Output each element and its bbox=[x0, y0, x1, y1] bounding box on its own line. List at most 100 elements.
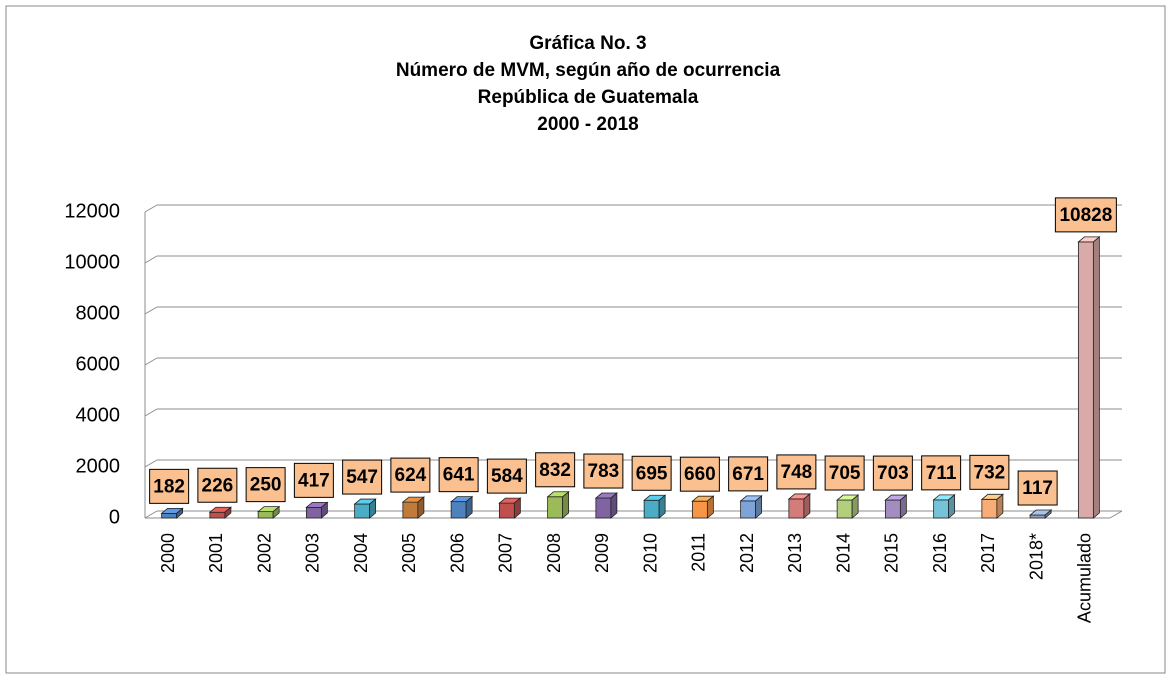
x-tick-label: 2002 bbox=[254, 533, 274, 573]
value-label-box bbox=[872, 455, 913, 491]
grid-line bbox=[144, 459, 158, 468]
value-label: 10828 bbox=[1059, 205, 1112, 226]
value-label-box bbox=[197, 467, 238, 503]
bar-side bbox=[899, 494, 907, 519]
x-tick-label: 2006 bbox=[447, 533, 467, 573]
value-label: 783 bbox=[588, 461, 620, 482]
value-label-box bbox=[438, 457, 479, 493]
value-label-box bbox=[293, 462, 334, 498]
value-label-box bbox=[149, 468, 190, 504]
value-label: 748 bbox=[781, 462, 813, 483]
x-tick-label: 2004 bbox=[351, 533, 371, 573]
grid-line bbox=[144, 510, 158, 519]
bar bbox=[643, 499, 660, 519]
value-label: 417 bbox=[298, 470, 330, 491]
x-tick-label: Acumulado bbox=[1075, 533, 1095, 623]
x-tick-label: 2012 bbox=[737, 533, 757, 573]
grid-line bbox=[144, 255, 158, 264]
bar-side bbox=[513, 497, 521, 519]
bar-side bbox=[224, 506, 232, 519]
chart-border bbox=[5, 5, 1166, 674]
value-label-box bbox=[1017, 470, 1058, 506]
bar-side bbox=[1044, 509, 1052, 519]
bar-side bbox=[176, 507, 184, 519]
x-tick-label: 2010 bbox=[640, 533, 660, 573]
value-label: 584 bbox=[491, 466, 523, 487]
value-label: 671 bbox=[732, 464, 764, 485]
x-tick-label: 2005 bbox=[399, 533, 419, 573]
value-label: 226 bbox=[202, 475, 234, 496]
bar bbox=[547, 496, 564, 519]
bar bbox=[1029, 514, 1046, 519]
bar bbox=[691, 500, 708, 519]
bar bbox=[884, 499, 901, 519]
bar-side bbox=[755, 495, 763, 519]
value-label-box bbox=[921, 455, 962, 491]
value-label-box bbox=[824, 455, 865, 491]
bar-side bbox=[417, 496, 425, 519]
value-label-box bbox=[1054, 197, 1117, 233]
x-tick-label: 2011 bbox=[689, 533, 709, 572]
bar-side bbox=[562, 490, 570, 519]
value-label-box bbox=[535, 452, 576, 488]
x-tick-label: 2014 bbox=[833, 533, 853, 573]
bar-side bbox=[706, 495, 714, 519]
chart-title: Número de MVM, según año de ocurrencia bbox=[396, 60, 781, 81]
value-label-box bbox=[679, 456, 720, 492]
bar bbox=[450, 501, 467, 519]
chart-title: Gráfica No. 3 bbox=[529, 33, 646, 54]
value-label-box bbox=[776, 454, 817, 490]
bar bbox=[933, 499, 950, 519]
chart-title: 2000 - 2018 bbox=[537, 114, 638, 135]
bar bbox=[209, 511, 226, 519]
x-tick-label: 2018* bbox=[1026, 533, 1046, 580]
value-label-box bbox=[728, 456, 769, 492]
bar bbox=[595, 497, 612, 519]
value-label-box bbox=[390, 457, 431, 493]
value-label: 703 bbox=[877, 463, 909, 484]
bar-side bbox=[1092, 236, 1100, 519]
x-tick-label: 2015 bbox=[882, 533, 902, 573]
bar-side bbox=[272, 505, 280, 519]
bar bbox=[1077, 241, 1094, 519]
bar bbox=[836, 499, 853, 519]
chart-title: República de Guatemala bbox=[478, 87, 699, 108]
y-tick-label: 6000 bbox=[76, 353, 121, 375]
bar-side bbox=[320, 501, 328, 519]
value-label: 660 bbox=[684, 464, 716, 485]
bar bbox=[402, 501, 419, 519]
value-label: 547 bbox=[346, 467, 378, 488]
bar-side bbox=[851, 494, 859, 519]
value-label: 705 bbox=[829, 463, 861, 484]
value-label: 117 bbox=[1022, 478, 1053, 499]
bar bbox=[161, 512, 178, 519]
value-label: 732 bbox=[974, 462, 1006, 483]
value-label-box bbox=[245, 467, 286, 503]
bar-side bbox=[658, 494, 666, 519]
floor-edge bbox=[1109, 510, 1123, 519]
value-label: 832 bbox=[539, 460, 571, 481]
grid-line bbox=[144, 306, 158, 315]
bar-side bbox=[996, 493, 1004, 519]
value-label-box bbox=[342, 459, 383, 495]
y-tick-label: 8000 bbox=[76, 302, 121, 324]
x-tick-label: 2013 bbox=[785, 533, 805, 573]
grid-line bbox=[144, 408, 158, 417]
x-tick-label: 2000 bbox=[158, 533, 178, 573]
y-tick-label: 2000 bbox=[76, 455, 121, 477]
y-tick-label: 12000 bbox=[64, 200, 120, 222]
x-tick-label: 2016 bbox=[930, 533, 950, 573]
bar bbox=[498, 502, 515, 519]
value-label: 641 bbox=[443, 465, 475, 486]
value-label-box bbox=[583, 453, 624, 489]
bar bbox=[257, 511, 274, 519]
x-tick-label: 2008 bbox=[544, 533, 564, 573]
bar-side bbox=[369, 498, 377, 519]
x-tick-label: 2017 bbox=[978, 533, 998, 573]
bar bbox=[981, 498, 998, 519]
y-tick-label: 4000 bbox=[76, 404, 121, 426]
bar bbox=[740, 500, 757, 519]
y-tick-label: 10000 bbox=[64, 251, 120, 273]
value-label: 182 bbox=[153, 476, 185, 497]
value-label: 695 bbox=[636, 463, 668, 484]
